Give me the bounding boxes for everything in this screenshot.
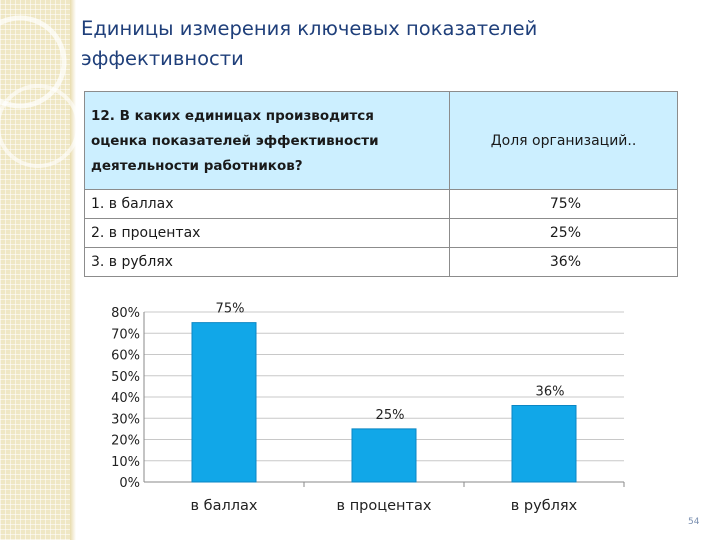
table-header-row: 12. В каких единицах производится оценка… [84,91,678,190]
bar [351,428,417,483]
row-label: 3. в рублях [84,247,450,277]
y-tick-label: 70% [111,327,140,342]
slide-title: Единицы измерения ключевых показателей э… [81,14,641,74]
table-row: 3. в рублях 36% [84,247,678,277]
row-label: 2. в процентах [84,218,450,248]
question-line-3: деятельности работников? [91,158,303,174]
y-tick-label: 10% [111,455,140,470]
chart-bars [191,322,577,483]
x-category-label: в рублях [511,498,578,514]
x-category-label: в процентах [337,498,432,514]
bar [511,405,577,483]
y-tick-label: 50% [111,370,140,385]
share-header: Доля организаций.. [449,91,678,190]
data-label: 25% [376,408,405,423]
y-tick-label: 0% [119,476,140,491]
question-line-2: оценка показателей эффективности [91,133,379,149]
chart-categories: в баллах в процентах в рублях [191,498,578,514]
y-tick-label: 80% [111,306,140,321]
row-value: 75% [449,189,678,219]
data-label: 36% [536,385,565,400]
question-line-1: 12. В каких единицах производится [91,108,374,124]
row-value: 36% [449,247,678,277]
row-value: 25% [449,218,678,248]
decorative-side-edge [70,0,76,540]
y-tick-label: 60% [111,349,140,364]
chart-y-ticks: 0% 10% 20% 30% 40% 50% 60% 70% 80% [111,306,140,491]
chart-data-labels: 75% 25% 36% [216,302,565,423]
table-row: 1. в баллах 75% [84,189,678,219]
slide-title-line-1: Единицы измерения ключевых показателей [81,17,538,40]
decorative-arcs [0,15,80,168]
y-tick-label: 30% [111,412,140,427]
row-label: 1. в баллах [84,189,450,219]
y-tick-label: 40% [111,391,140,406]
survey-table: 12. В каких единицах производится оценка… [84,91,678,277]
question-header: 12. В каких единицах производится оценка… [84,91,450,190]
x-category-label: в баллах [191,498,258,514]
y-tick-label: 20% [111,434,140,449]
slide-title-line-2: эффективности [81,47,244,70]
bar [191,322,257,483]
data-label: 75% [216,302,245,317]
table-row: 2. в процентах 25% [84,218,678,248]
page-number: 54 [688,517,700,527]
bar-chart: 0% 10% 20% 30% 40% 50% 60% 70% 80% 75% 25% 36% в б… [111,302,625,514]
